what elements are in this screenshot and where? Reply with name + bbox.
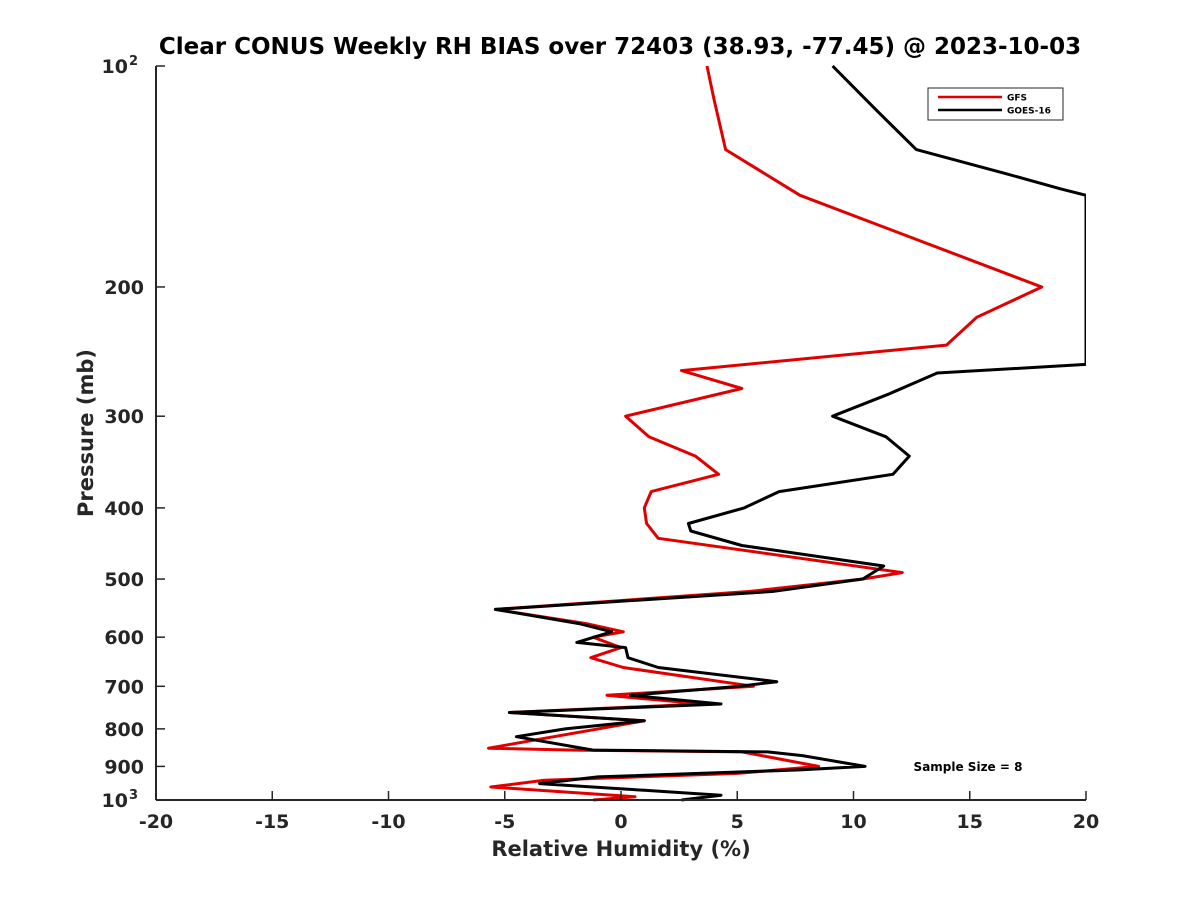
x-tick-label: 20 [1073, 811, 1099, 833]
series-line-gfs [487, 65, 1044, 802]
legend-label-gfs: GFS [1007, 94, 1027, 104]
plot-area: -20 -15 -10 -5 0 5 10 15 20 10 220030040050060070… [102, 54, 1100, 833]
legend-box [927, 87, 1064, 121]
x-tick-label: -10 [371, 811, 405, 833]
y-tick-label: 300 [104, 406, 144, 428]
sample-size-annotation: Sample Size = 8 [914, 760, 1023, 774]
legend-label-goes16: GOES-16 [1007, 107, 1051, 117]
y-axis-label: Pressure (mb) [74, 349, 98, 517]
chart-title: Clear CONUS Weekly RH BIAS over 72403 (3… [159, 34, 1081, 60]
x-ticks: -20 -15 -10 -5 0 5 10 15 20 [139, 791, 1099, 833]
series-layer [487, 64, 1086, 802]
series-line-goes16 [493, 64, 1086, 802]
y-tick-label: 700 [104, 676, 144, 698]
x-tick-label: 10 [840, 811, 866, 833]
y-tick-label: 10 [102, 790, 128, 812]
x-tick-label: -15 [255, 811, 289, 833]
x-tick-label: -5 [494, 811, 515, 833]
y-tick-label: 400 [104, 498, 144, 520]
y-tick-exponent: 2 [129, 54, 138, 69]
x-tick-label: 5 [731, 811, 744, 833]
x-tick-label: 0 [614, 811, 627, 833]
y-tick-label: 800 [104, 719, 144, 741]
y-tick-label: 500 [104, 569, 144, 591]
y-tick-label: 900 [104, 756, 144, 778]
x-tick-label: -20 [139, 811, 173, 833]
legend: GFS GOES-16 [927, 87, 1064, 121]
x-tick-label: 15 [957, 811, 983, 833]
x-axis-label: Relative Humidity (%) [491, 837, 750, 861]
y-tick-label: 200 [104, 277, 144, 299]
y-tick-label: 600 [104, 627, 144, 649]
y-tick-label: 10 [102, 56, 128, 78]
y-tick-exponent: 3 [129, 788, 138, 803]
